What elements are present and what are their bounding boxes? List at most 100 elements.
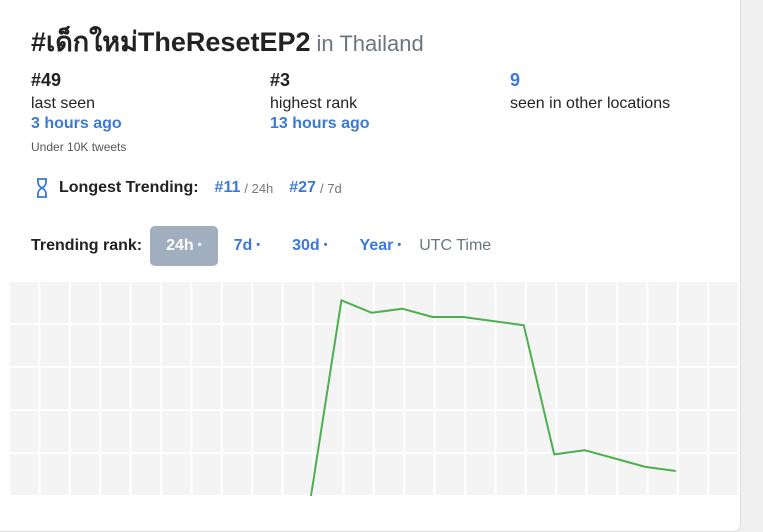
grid-cell: [131, 411, 160, 452]
grid-cell: [709, 454, 738, 495]
grid-cell: [253, 282, 282, 323]
grid-cell: [70, 411, 100, 452]
hourglass-icon: [37, 178, 47, 198]
range-7d-label: 7d: [233, 237, 253, 254]
grid-cell: [466, 454, 495, 495]
grid-cell: [678, 411, 708, 452]
grid-cell: [557, 368, 586, 409]
grid-cell: [253, 368, 282, 409]
grid-cell: [496, 411, 525, 452]
grid-cell: [405, 411, 434, 452]
longest-7d-rank[interactable]: #27: [289, 179, 316, 196]
grid-cell: [162, 454, 191, 495]
grid-cell: [587, 454, 616, 495]
grid-cell: [587, 282, 616, 323]
range-24h-label: 24h: [166, 237, 194, 254]
grid-cell: [435, 368, 464, 409]
grid-cell: [40, 411, 69, 452]
grid-cell: [709, 368, 738, 409]
range-30d-button[interactable]: 30d •: [276, 226, 343, 266]
grid-cell: [283, 325, 312, 366]
grid-cell: [678, 282, 708, 323]
range-7d-button[interactable]: 7d •: [218, 226, 277, 266]
grid-cell: [526, 411, 556, 452]
range-30d-dot: •: [323, 239, 328, 251]
grid-cell: [678, 368, 708, 409]
grid-cell: [496, 368, 525, 409]
grid-cell: [70, 368, 100, 409]
last-rank: #49: [31, 70, 62, 90]
grid-cell: [40, 454, 69, 495]
grid-cell: [192, 454, 221, 495]
last-seen-label: last seen: [31, 95, 96, 112]
hashtag-title: #เด็กใหม่TheResetEP2: [31, 27, 311, 57]
grid-cell: [344, 454, 373, 495]
grid-cell: [374, 325, 404, 366]
grid-cell: [10, 325, 39, 366]
range-year-label: Year: [359, 237, 394, 254]
longest-24h-period: / 24h: [244, 180, 274, 196]
grid-cell: [253, 411, 282, 452]
grid-cell: [648, 368, 677, 409]
stat-last-seen: #49 last seen 3 hours ago Under 10K twee…: [31, 70, 126, 154]
grid-cell: [618, 368, 647, 409]
utc-time-toggle[interactable]: UTC Time: [419, 237, 492, 254]
grid-cell: [222, 454, 252, 495]
grid-cell: [131, 368, 160, 409]
grid-cell: [222, 411, 252, 452]
grid-cell: [709, 411, 738, 452]
grid-cell: [374, 454, 404, 495]
grid-cell: [344, 411, 373, 452]
grid-cell: [709, 282, 738, 323]
grid-cell: [587, 368, 616, 409]
grid-cell: [709, 325, 738, 366]
grid-cell: [618, 411, 647, 452]
grid-cell: [374, 368, 404, 409]
grid-cell: [192, 325, 221, 366]
grid-cell: [405, 368, 434, 409]
grid-cell: [40, 282, 69, 323]
highest-rank-time[interactable]: 13 hours ago: [270, 115, 370, 132]
grid-cell: [101, 454, 130, 495]
grid-cell: [435, 454, 464, 495]
grid-cell: [192, 368, 221, 409]
grid-cell: [40, 325, 69, 366]
trending-rank-controls: Trending rank: 24h • 7d • 30d • Year • UTC T…: [31, 226, 491, 266]
rank-line-series-0: [310, 299, 676, 497]
range-24h-dot: •: [197, 239, 202, 251]
grid-cell: [253, 325, 282, 366]
grid-cell: [253, 454, 282, 495]
range-24h-button[interactable]: 24h •: [150, 226, 218, 266]
grid-cell: [587, 411, 616, 452]
last-seen-time[interactable]: 3 hours ago: [31, 115, 122, 132]
grid-cell: [526, 282, 556, 323]
grid-cell: [222, 325, 252, 366]
grid-cell: [10, 411, 39, 452]
grid-cell: [70, 454, 100, 495]
grid-cell: [192, 282, 221, 323]
grid-cell: [405, 325, 434, 366]
other-locations-count[interactable]: 9: [510, 70, 521, 90]
grid-cell: [557, 454, 586, 495]
grid-cell: [10, 368, 39, 409]
tweet-volume-note: Under 10K tweets: [31, 140, 127, 154]
grid-cell: [40, 368, 69, 409]
grid-cell: [374, 282, 404, 323]
grid-cell: [496, 282, 525, 323]
grid-cell: [526, 368, 556, 409]
grid-cell: [314, 325, 343, 366]
grid-cell: [162, 325, 191, 366]
longest-24h-rank[interactable]: #11: [214, 179, 241, 196]
grid-cell: [344, 325, 373, 366]
grid-cell: [101, 282, 130, 323]
trend-rank-chart: [10, 282, 738, 497]
grid-cell: [162, 411, 191, 452]
grid-cell: [10, 454, 39, 495]
stat-other-locations[interactable]: 9 seen in other locations: [510, 70, 670, 114]
grid-cell: [648, 325, 677, 366]
grid-cell: [405, 454, 434, 495]
range-year-button[interactable]: Year •: [344, 226, 418, 266]
grid-cell: [648, 282, 677, 323]
grid-cell: [557, 282, 586, 323]
grid-cell: [192, 411, 221, 452]
